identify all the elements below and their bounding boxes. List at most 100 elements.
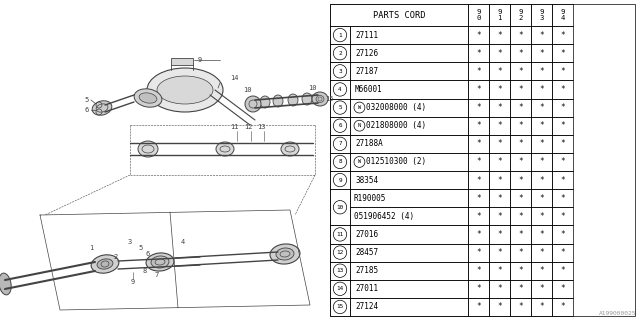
Text: *: * [560, 266, 565, 275]
Bar [531, 280, 552, 298]
Text: 3: 3 [338, 69, 342, 74]
Text: *: * [476, 139, 481, 148]
Bar [330, 116, 350, 135]
Text: *: * [539, 284, 544, 293]
Text: 11: 11 [230, 124, 238, 130]
Text: *: * [518, 230, 523, 239]
Text: *: * [476, 284, 481, 293]
Text: *: * [518, 31, 523, 40]
Text: 27011: 27011 [355, 284, 378, 293]
Bar [468, 62, 489, 80]
Ellipse shape [260, 96, 270, 108]
Bar [468, 189, 489, 207]
Text: 9
2: 9 2 [518, 9, 523, 21]
Text: W: W [358, 105, 361, 110]
Ellipse shape [139, 93, 157, 103]
Text: 9: 9 [198, 57, 202, 63]
Text: *: * [539, 139, 544, 148]
Text: *: * [518, 157, 523, 166]
Bar [531, 262, 552, 280]
Bar [510, 99, 531, 116]
Text: 5: 5 [139, 245, 143, 251]
Text: *: * [560, 139, 565, 148]
Bar [330, 298, 350, 316]
Text: *: * [518, 302, 523, 311]
Ellipse shape [157, 76, 213, 104]
Text: R190005: R190005 [354, 194, 387, 203]
Bar [531, 153, 552, 171]
Bar [468, 225, 489, 244]
Ellipse shape [245, 96, 261, 112]
Ellipse shape [281, 142, 299, 156]
Text: 9
3: 9 3 [540, 9, 544, 21]
Bar [552, 99, 573, 116]
Bar [350, 244, 468, 262]
Text: 27111: 27111 [355, 31, 378, 40]
Text: *: * [539, 49, 544, 58]
Text: 032008000 (4): 032008000 (4) [366, 103, 426, 112]
Bar [510, 171, 531, 189]
Text: M66001: M66001 [355, 85, 383, 94]
Ellipse shape [91, 255, 119, 273]
Text: 2: 2 [114, 254, 118, 260]
Text: A199000025: A199000025 [598, 311, 636, 316]
Text: *: * [560, 67, 565, 76]
Bar [350, 80, 468, 99]
Text: 1: 1 [338, 33, 342, 37]
Bar [510, 116, 531, 135]
Text: *: * [476, 85, 481, 94]
Text: 12: 12 [244, 124, 252, 130]
Text: *: * [497, 49, 502, 58]
Bar [510, 153, 531, 171]
Bar [330, 26, 350, 44]
Text: 15: 15 [337, 304, 344, 309]
Bar [468, 4, 489, 26]
Text: 5: 5 [338, 105, 342, 110]
Bar [468, 207, 489, 225]
Text: *: * [497, 266, 502, 275]
Text: 14: 14 [230, 75, 238, 81]
Text: *: * [560, 121, 565, 130]
Text: 27185: 27185 [355, 266, 378, 275]
Bar [510, 244, 531, 262]
Text: *: * [476, 302, 481, 311]
Text: *: * [539, 31, 544, 40]
Bar [468, 116, 489, 135]
Bar [531, 99, 552, 116]
Bar [468, 99, 489, 116]
Text: *: * [497, 284, 502, 293]
Bar [531, 225, 552, 244]
Text: *: * [560, 176, 565, 185]
Bar [330, 99, 350, 116]
Bar [171, 58, 193, 65]
Text: 27187: 27187 [355, 67, 378, 76]
Text: *: * [539, 67, 544, 76]
Text: *: * [560, 194, 565, 203]
Bar [531, 44, 552, 62]
Bar [510, 62, 531, 80]
Bar [552, 171, 573, 189]
Ellipse shape [147, 68, 223, 112]
Text: *: * [497, 194, 502, 203]
Text: *: * [560, 157, 565, 166]
Bar [330, 225, 350, 244]
Bar [489, 207, 510, 225]
Text: *: * [476, 194, 481, 203]
Text: *: * [476, 49, 481, 58]
Bar [489, 225, 510, 244]
Text: *: * [518, 176, 523, 185]
Bar [489, 171, 510, 189]
Text: *: * [539, 121, 544, 130]
Bar [330, 171, 350, 189]
Bar [330, 4, 468, 26]
Bar [468, 244, 489, 262]
Bar [468, 171, 489, 189]
Bar [552, 298, 573, 316]
Text: 11: 11 [337, 232, 344, 237]
Bar [468, 44, 489, 62]
Bar [552, 262, 573, 280]
Text: 6: 6 [146, 251, 150, 257]
Text: *: * [476, 103, 481, 112]
Bar [510, 80, 531, 99]
Bar [489, 116, 510, 135]
